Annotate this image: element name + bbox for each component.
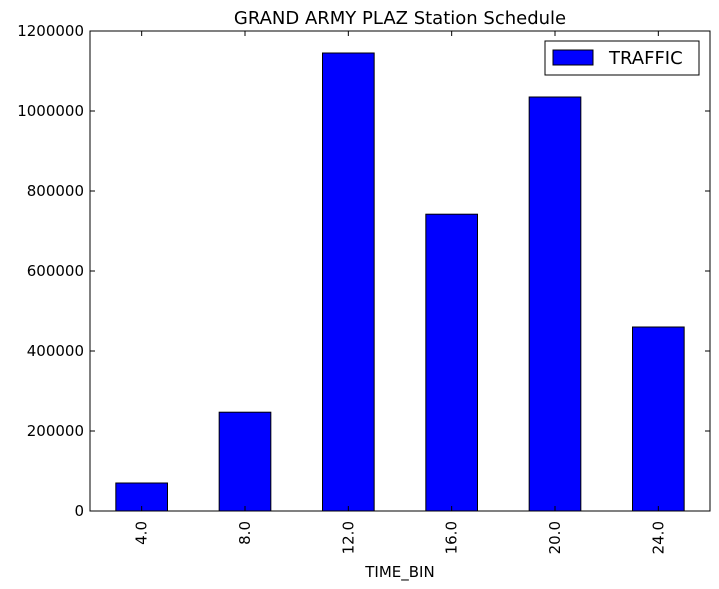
y-tick-label: 1200000 <box>17 22 84 40</box>
bar-8.0 <box>218 411 272 512</box>
x-tick-label: 20.0 <box>546 521 564 554</box>
x-axis-label: TIME_BIN <box>364 563 434 582</box>
y-tick-label: 400000 <box>27 342 84 360</box>
chart-title: GRAND ARMY PLAZ Station Schedule <box>234 8 566 29</box>
x-tick-label: 8.0 <box>236 521 254 545</box>
x-tick-label: 16.0 <box>443 521 461 554</box>
bar-20.0 <box>528 96 582 512</box>
y-tick-label: 0 <box>74 502 84 520</box>
x-tick-label: 24.0 <box>649 521 667 554</box>
legend: TRAFFIC <box>544 40 700 76</box>
y-tick-label: 200000 <box>27 422 84 440</box>
x-tick-label: 12.0 <box>339 521 357 554</box>
y-tick-label: 800000 <box>27 182 84 200</box>
x-tick-label: 4.0 <box>133 521 151 545</box>
ticks-group: 4.0 8.0 12.0 16.0 20.0 24.0 0 200000 400000 60000… <box>17 22 710 554</box>
bars-group <box>115 52 685 512</box>
bar-12.0 <box>322 52 375 512</box>
legend-swatch <box>552 49 594 66</box>
bar-24.0 <box>632 326 685 512</box>
y-tick-label: 600000 <box>27 262 84 280</box>
bar-16.0 <box>425 213 479 512</box>
legend-label-traffic: TRAFFIC <box>608 48 683 69</box>
plot-frame <box>89 30 711 512</box>
y-tick-label: 1000000 <box>17 102 84 120</box>
